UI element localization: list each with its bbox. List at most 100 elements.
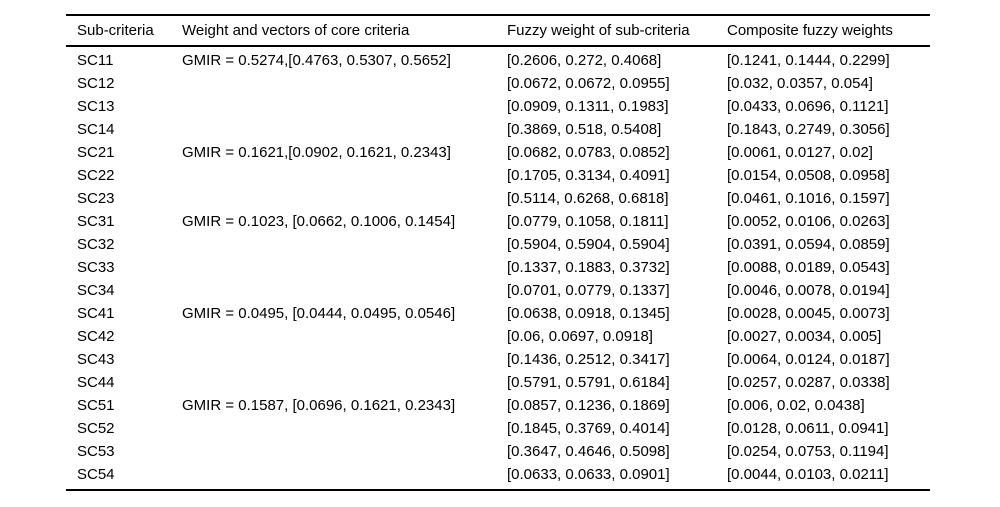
col-header-composite: Composite fuzzy weights [716,15,930,47]
table-row: SC54 [0.0633, 0.0633, 0.0901] [0.0044, 0.0… [66,463,930,490]
core-weight-cell [171,233,496,256]
core-weight-cell [171,95,496,118]
table-row: SC53 [0.3647, 0.4646, 0.5098] [0.0254, 0.0… [66,440,930,463]
composite-weight-cell: [0.0061, 0.0127, 0.02] [727,144,873,161]
sub-criteria-cell: SC12 [77,75,115,92]
fuzzy-weight-cell: [0.1845, 0.3769, 0.4014] [507,420,670,437]
composite-weight-cell: [0.1843, 0.2749, 0.3056] [727,121,890,138]
table-body: SC11 GMIR = 0.5274,[0.4763, 0.5307, 0.565… [66,46,930,490]
core-weight-cell [171,417,496,440]
table-row: SC52 [0.1845, 0.3769, 0.4014] [0.0128, 0.0… [66,417,930,440]
composite-weight-cell: [0.1241, 0.1444, 0.2299] [727,52,890,69]
table-row: SC33 [0.1337, 0.1883, 0.3732] [0.0088, 0.0… [66,256,930,279]
core-weight-cell: GMIR = 0.1587, [0.0696, 0.1621, 0.2343] [182,397,456,414]
table-row: SC31 GMIR = 0.1023, [0.0662, 0.1006, 0.14… [66,210,930,233]
fuzzy-weight-cell: [0.5791, 0.5791, 0.6184] [507,374,670,391]
fuzzy-weight-cell: [0.2606, 0.272, 0.4068] [507,52,662,69]
table-row: SC11 GMIR = 0.5274,[0.4763, 0.5307, 0.565… [66,46,930,72]
core-weight-cell [171,325,496,348]
fuzzy-weight-cell: [0.0682, 0.0783, 0.0852] [507,144,670,161]
core-weight-cell [171,164,496,187]
fuzzy-weight-cell: [0.1705, 0.3134, 0.4091] [507,167,670,184]
core-weight-cell [171,279,496,302]
sub-criteria-cell: SC33 [77,259,115,276]
core-weight-cell [171,72,496,95]
fuzzy-weight-cell: [0.0909, 0.1311, 0.1983] [507,98,669,115]
table-row: SC13 [0.0909, 0.1311, 0.1983] [0.0433, 0.0… [66,95,930,118]
table-row: SC41 GMIR = 0.0495, [0.0444, 0.0495, 0.05… [66,302,930,325]
composite-weight-cell: [0.006, 0.02, 0.0438] [727,397,865,414]
table-row: SC32 [0.5904, 0.5904, 0.5904] [0.0391, 0.0… [66,233,930,256]
fuzzy-weight-cell: [0.5114, 0.6268, 0.6818] [507,190,669,207]
sub-criteria-cell: SC51 [77,397,115,414]
composite-weight-cell: [0.0046, 0.0078, 0.0194] [727,282,890,299]
fuzzy-weight-cell: [0.1337, 0.1883, 0.3732] [507,259,670,276]
table-row: SC22 [0.1705, 0.3134, 0.4091] [0.0154, 0.0… [66,164,930,187]
sub-criteria-cell: SC32 [77,236,115,253]
sub-criteria-cell: SC23 [77,190,115,207]
sub-criteria-cell: SC34 [77,282,115,299]
fuzzy-weight-cell: [0.0633, 0.0633, 0.0901] [507,466,670,483]
table-row: SC43 [0.1436, 0.2512, 0.3417] [0.0064, 0.0… [66,348,930,371]
col-header-core-weight: Weight and vectors of core criteria [171,15,496,47]
core-weight-cell [171,440,496,463]
sub-criteria-cell: SC22 [77,167,115,184]
core-weight-cell: GMIR = 0.1621,[0.0902, 0.1621, 0.2343] [182,144,451,161]
fuzzy-weight-cell: [0.0672, 0.0672, 0.0955] [507,75,670,92]
col-header-sub-criteria: Sub-criteria [66,15,171,47]
fuzzy-weight-cell: [0.3647, 0.4646, 0.5098] [507,443,670,460]
sub-criteria-cell: SC53 [77,443,115,460]
sub-criteria-cell: SC14 [77,121,115,138]
table-row: SC34 [0.0701, 0.0779, 0.1337] [0.0046, 0.0… [66,279,930,302]
core-weight-cell [171,187,496,210]
table-row: SC44 [0.5791, 0.5791, 0.6184] [0.0257, 0.0… [66,371,930,394]
core-weight-cell [171,371,496,394]
table-row: SC12 [0.0672, 0.0672, 0.0955] [0.032, 0.03… [66,72,930,95]
table-row: SC14 [0.3869, 0.518, 0.5408] [0.1843, 0.27… [66,118,930,141]
sub-criteria-cell: SC41 [77,305,115,322]
composite-weight-cell: [0.0154, 0.0508, 0.0958] [727,167,890,184]
composite-weight-cell: [0.0044, 0.0103, 0.0211] [727,466,889,483]
fuzzy-weight-cell: [0.06, 0.0697, 0.0918] [507,328,653,345]
sub-criteria-cell: SC13 [77,98,115,115]
table-row: SC42 [0.06, 0.0697, 0.0918] [0.0027, 0.003… [66,325,930,348]
composite-weight-cell: [0.0088, 0.0189, 0.0543] [727,259,890,276]
fuzzy-weight-cell: [0.3869, 0.518, 0.5408] [507,121,662,138]
composite-weight-cell: [0.0052, 0.0106, 0.0263] [727,213,890,230]
core-weight-cell [171,463,496,490]
core-weight-cell [171,348,496,371]
sub-criteria-cell: SC54 [77,466,115,483]
sub-criteria-cell: SC31 [77,213,115,230]
core-weight-cell [171,256,496,279]
col-header-fuzzy-weight: Fuzzy weight of sub-criteria [496,15,716,47]
composite-weight-cell: [0.0027, 0.0034, 0.005] [727,328,882,345]
sub-criteria-cell: SC11 [77,52,114,69]
composite-weight-cell: [0.0433, 0.0696, 0.1121] [727,98,889,115]
composite-weight-cell: [0.0028, 0.0045, 0.0073] [727,305,890,322]
table-row: SC51 GMIR = 0.1587, [0.0696, 0.1621, 0.23… [66,394,930,417]
composite-weight-cell: [0.0391, 0.0594, 0.0859] [727,236,890,253]
fuzzy-weight-cell: [0.1436, 0.2512, 0.3417] [507,351,670,368]
sub-criteria-cell: SC42 [77,328,115,345]
core-weight-cell: GMIR = 0.5274,[0.4763, 0.5307, 0.5652] [182,52,451,69]
table-row: SC23 [0.5114, 0.6268, 0.6818] [0.0461, 0.1… [66,187,930,210]
composite-weight-cell: [0.0128, 0.0611, 0.0941] [727,420,889,437]
composite-weight-cell: [0.0064, 0.0124, 0.0187] [727,351,890,368]
composite-weight-cell: [0.0257, 0.0287, 0.0338] [727,374,890,391]
fuzzy-weight-cell: [0.5904, 0.5904, 0.5904] [507,236,670,253]
composite-weight-cell: [0.0254, 0.0753, 0.1194] [727,443,889,460]
core-weight-cell: GMIR = 0.0495, [0.0444, 0.0495, 0.0546] [182,305,456,322]
core-weight-cell: GMIR = 0.1023, [0.0662, 0.1006, 0.1454] [182,213,456,230]
table-header: Sub-criteria Weight and vectors of core … [66,15,930,47]
fuzzy-weights-table: Sub-criteria Weight and vectors of core … [66,14,930,491]
sub-criteria-cell: SC43 [77,351,115,368]
table-row: SC21 GMIR = 0.1621,[0.0902, 0.1621, 0.234… [66,141,930,164]
fuzzy-weight-cell: [0.0638, 0.0918, 0.1345] [507,305,670,322]
fuzzy-weight-cell: [0.0857, 0.1236, 0.1869] [507,397,670,414]
fuzzy-weight-cell: [0.0779, 0.1058, 0.1811] [507,213,669,230]
composite-weight-cell: [0.032, 0.0357, 0.054] [727,75,873,92]
sub-criteria-cell: SC21 [77,144,115,161]
header-row: Sub-criteria Weight and vectors of core … [66,15,930,47]
core-weight-cell [171,118,496,141]
